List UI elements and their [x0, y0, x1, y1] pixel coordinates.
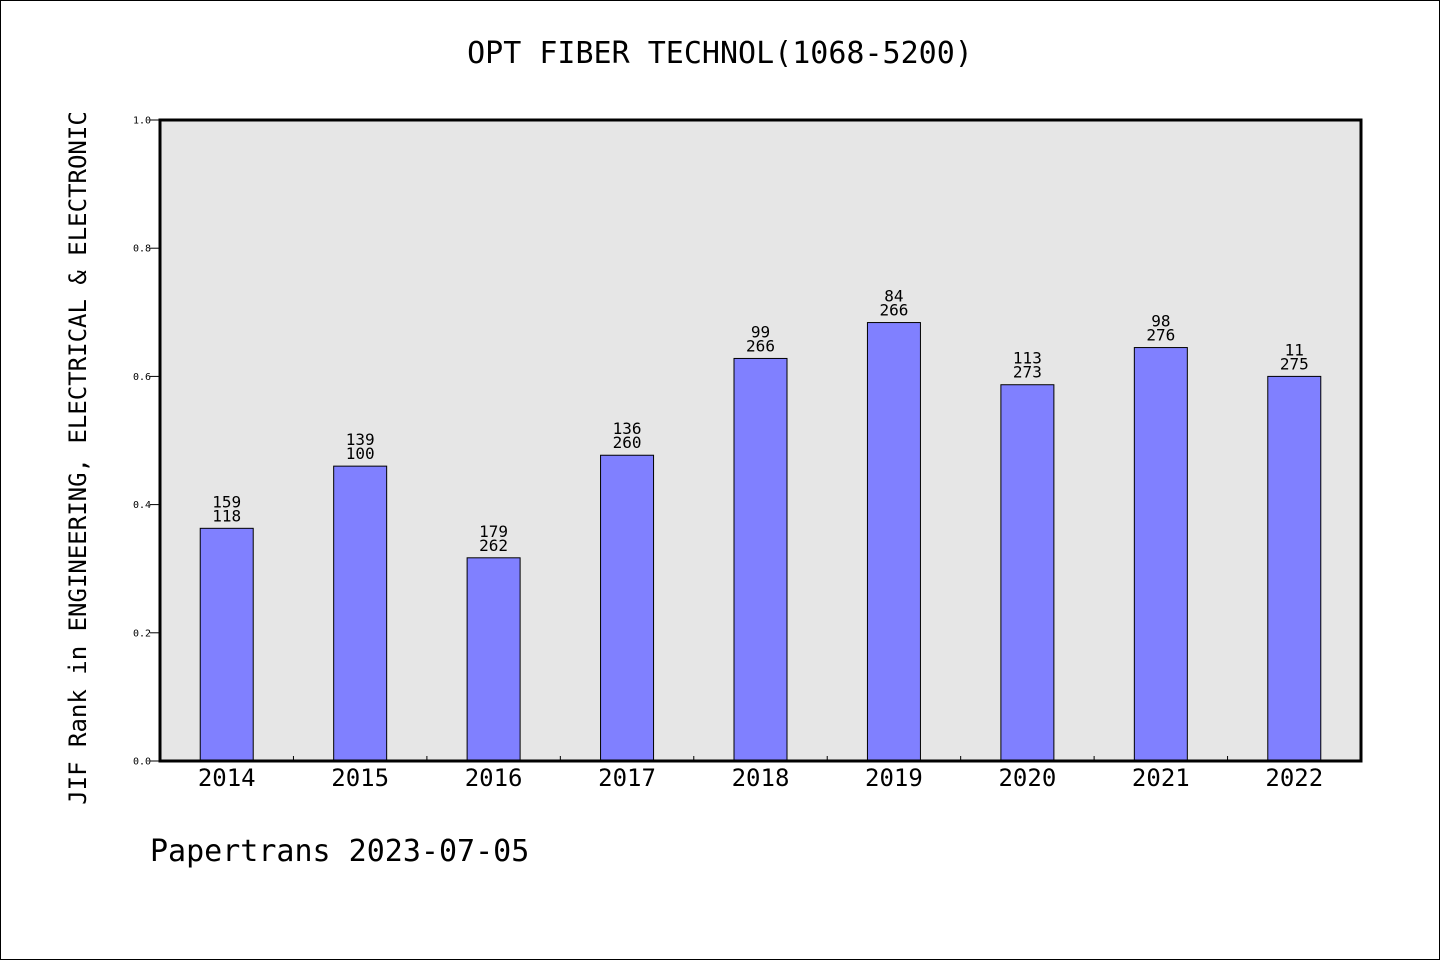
chart-title: OPT FIBER TECHNOL(1068-5200) — [467, 36, 973, 71]
y-tick-label: 1.0 — [133, 116, 151, 127]
bar-rank-label: 11 — [1285, 340, 1304, 359]
bar-rank-label: 136 — [613, 419, 642, 438]
bar-rank-label: 98 — [1151, 312, 1170, 331]
bar-total-label: 276 — [1146, 326, 1175, 345]
bars-group: 1591181391001792621362609926684266113273… — [199, 287, 1322, 762]
bar — [866, 322, 921, 762]
bar — [1000, 384, 1055, 762]
bar-total-label: 262 — [479, 536, 508, 555]
y-tick-label: 0.0 — [133, 757, 151, 768]
x-tick-label: 2016 — [465, 764, 523, 792]
bar-total-label: 266 — [746, 336, 775, 355]
bar — [466, 557, 521, 762]
bar-rank-label: 84 — [884, 287, 903, 306]
bar-rank-label: 99 — [751, 322, 770, 341]
bar-rank-label: 113 — [1013, 349, 1042, 368]
bar — [199, 527, 254, 762]
x-axis: 2014 2015 2016 2017 2018 2019 2020 2021 2022 — [198, 756, 1323, 792]
bar-total-label: 273 — [1013, 363, 1042, 382]
bar-rank-label: 139 — [346, 430, 375, 449]
bar-total-label: 260 — [613, 433, 642, 452]
x-tick-label: 2018 — [732, 764, 790, 792]
x-tick-label: 2019 — [865, 764, 923, 792]
y-axis-label: JIF Rank in ENGINEERING, ELECTRICAL & EL… — [64, 111, 92, 805]
bar-rank-label: 179 — [479, 522, 508, 541]
bar-total-label: 266 — [879, 301, 908, 320]
bar-total-label: 100 — [346, 444, 375, 463]
x-tick-label: 2020 — [998, 764, 1056, 792]
bar — [1267, 375, 1322, 762]
x-tick-label: 2022 — [1265, 764, 1323, 792]
x-tick-label: 2021 — [1132, 764, 1190, 792]
plot-border — [158, 118, 1363, 763]
y-tick-label: 0.4 — [133, 500, 151, 511]
y-axis: 0.0 0.2 0.4 0.6 0.8 1.0 — [133, 116, 160, 768]
bar — [333, 465, 388, 762]
x-tick-label: 2015 — [331, 764, 389, 792]
bar-total-label: 118 — [212, 506, 241, 525]
bar — [1133, 347, 1188, 762]
y-tick-label: 0.8 — [133, 244, 151, 255]
bar-rank-label: 159 — [212, 492, 241, 511]
x-tick-label: 2017 — [598, 764, 656, 792]
bar — [600, 454, 655, 762]
y-tick-label: 0.6 — [133, 372, 151, 383]
bar-total-label: 275 — [1280, 354, 1309, 373]
y-tick-label: 0.2 — [133, 628, 151, 639]
footer-credit: Papertrans 2023-07-05 — [150, 834, 530, 869]
x-tick-label: 2014 — [198, 764, 256, 792]
bar — [733, 357, 788, 762]
